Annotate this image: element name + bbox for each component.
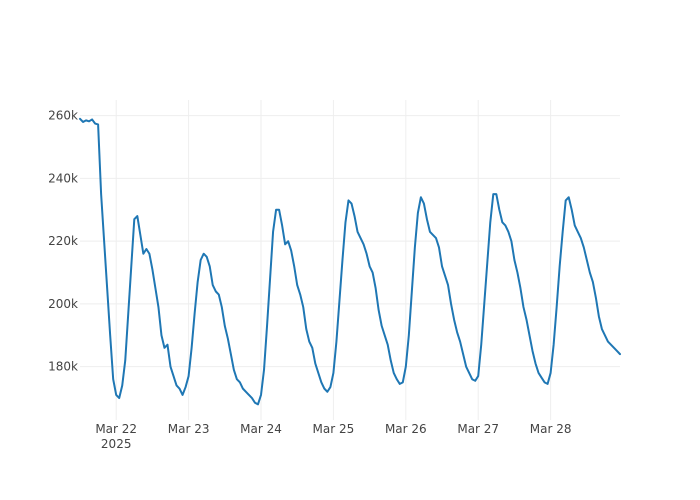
y-tick-label: 180k bbox=[48, 360, 78, 374]
x-tick-label: Mar 25 bbox=[313, 422, 355, 436]
y-axis: 180k 200k 220k 240k 260k bbox=[48, 109, 78, 374]
series-line bbox=[79, 117, 621, 406]
x-tick-label: Mar 22 bbox=[95, 422, 137, 436]
x-tick-label: Mar 26 bbox=[385, 422, 427, 436]
y-tick-label: 200k bbox=[48, 297, 78, 311]
x-tick-label: Mar 24 bbox=[240, 422, 282, 436]
y-tick-label: 240k bbox=[48, 171, 78, 185]
y-tick-label: 260k bbox=[48, 109, 78, 123]
x-tick-label: Mar 27 bbox=[457, 422, 499, 436]
y-tick-label: 220k bbox=[48, 234, 78, 248]
x-tick-label: Mar 28 bbox=[530, 422, 572, 436]
series-layer bbox=[79, 117, 621, 406]
x-tick-label: Mar 23 bbox=[168, 422, 210, 436]
x-tick-sublabel: 2025 bbox=[101, 437, 132, 451]
